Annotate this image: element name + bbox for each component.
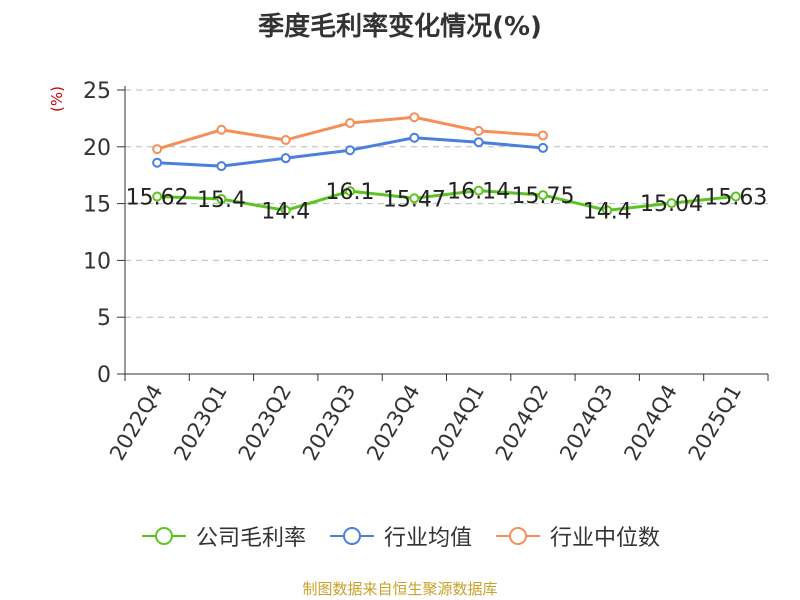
- data-label: 14.4: [261, 199, 310, 224]
- x-tick-label: 2024Q1: [427, 381, 489, 465]
- data-point: [280, 205, 291, 216]
- data-label: 15.47: [383, 187, 446, 212]
- data-point: [216, 194, 227, 205]
- data-point: [537, 190, 548, 201]
- data-point: [216, 124, 227, 135]
- chart-legend: 公司毛利率 行业均值 行业中位数: [0, 520, 800, 552]
- data-label: 16.1: [326, 180, 375, 205]
- data-point: [152, 157, 163, 168]
- y-tick-label: 10: [83, 249, 111, 274]
- data-label: 15.4: [197, 188, 246, 213]
- data-point: [216, 161, 227, 172]
- y-tick-label: 0: [97, 363, 111, 388]
- x-tick-label: 2023Q1: [169, 381, 231, 465]
- series-line: [157, 189, 737, 212]
- data-point: [152, 144, 163, 155]
- data-label: 15.63: [704, 185, 767, 210]
- data-source-note: 制图数据来自恒生聚源数据库: [302, 580, 498, 598]
- data-point: [409, 132, 420, 143]
- legend-label: 公司毛利率: [195, 526, 306, 551]
- y-tick-label: 5: [97, 306, 111, 331]
- x-tick-label: 2022Q4: [105, 381, 167, 465]
- x-tick-label: 2023Q2: [234, 381, 296, 465]
- data-point: [280, 153, 291, 164]
- legend-item-industry-median[interactable]: 行业中位数: [494, 520, 660, 552]
- data-point: [537, 130, 548, 141]
- legend-label: 行业均值: [383, 526, 472, 551]
- data-point: [730, 191, 741, 202]
- data-point: [152, 191, 163, 202]
- data-label: 15.62: [126, 186, 189, 211]
- y-tick-label: 25: [83, 79, 111, 104]
- data-point: [473, 137, 484, 148]
- data-label: 16.14: [447, 180, 510, 205]
- data-label: 15.04: [640, 192, 703, 217]
- data-point: [602, 205, 613, 216]
- legend-item-industry-mean[interactable]: 行业均值: [328, 520, 472, 552]
- legend-line-marker-icon: [496, 527, 540, 545]
- chart-title: 季度毛利率变化情况(%): [258, 12, 542, 42]
- data-point: [409, 193, 420, 204]
- data-point: [345, 186, 356, 197]
- data-point: [473, 125, 484, 136]
- x-tick-label: 2023Q4: [362, 381, 424, 465]
- x-tick-label: 2024Q4: [619, 381, 681, 465]
- y-tick-label: 15: [83, 193, 111, 218]
- legend-item-company[interactable]: 公司毛利率: [140, 520, 306, 552]
- y-tick-label: 20: [83, 136, 111, 161]
- legend-label: 行业中位数: [550, 526, 661, 551]
- x-tick-label: 2025Q1: [684, 381, 746, 465]
- data-point: [345, 145, 356, 156]
- data-label: 15.75: [511, 184, 574, 209]
- legend-line-marker-icon: [329, 527, 374, 545]
- data-point: [409, 112, 420, 123]
- x-tick-label: 2024Q3: [555, 381, 617, 465]
- legend-line-marker-icon: [141, 527, 186, 545]
- x-tick-label: 2024Q2: [491, 381, 553, 465]
- data-point: [345, 117, 356, 128]
- data-label: 14.4: [583, 199, 632, 224]
- data-point: [537, 142, 548, 153]
- data-point: [473, 185, 484, 196]
- data-point: [666, 198, 677, 209]
- data-point: [280, 134, 291, 145]
- x-tick-label: 2023Q3: [298, 381, 360, 465]
